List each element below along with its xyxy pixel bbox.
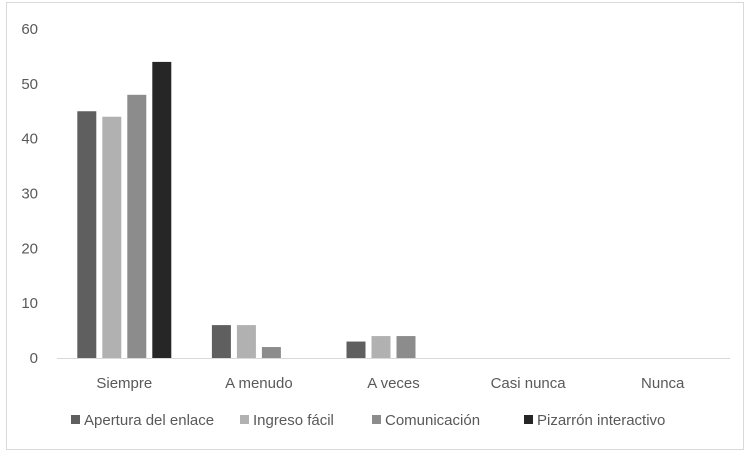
bar-2-2 bbox=[237, 325, 256, 358]
legend-swatch bbox=[372, 415, 381, 424]
legend: Apertura del enlace Ingreso fácil Comunica… bbox=[71, 412, 665, 429]
y-tick-label: 40 bbox=[21, 131, 38, 148]
legend-swatch bbox=[524, 415, 533, 424]
y-tick-label: 10 bbox=[21, 295, 38, 312]
legend-label: Pizarrón interactivo bbox=[537, 412, 665, 429]
y-tick-label: 50 bbox=[21, 76, 38, 93]
legend-item: Pizarrón interactivo bbox=[524, 412, 665, 429]
x-tick-label: Nunca bbox=[641, 375, 685, 392]
bars bbox=[77, 62, 415, 358]
y-tick-label: 30 bbox=[21, 186, 38, 203]
x-axis-labels: Siempre A menudo A veces Casi nunca Nunca bbox=[96, 375, 685, 392]
bar-2-3 bbox=[372, 336, 391, 358]
legend-swatch bbox=[240, 415, 249, 424]
x-tick-label: A veces bbox=[367, 375, 420, 392]
legend-swatch bbox=[71, 415, 80, 424]
bar-4-1 bbox=[152, 62, 171, 358]
x-tick-label: Siempre bbox=[96, 375, 152, 392]
bar-1-3 bbox=[347, 342, 366, 358]
bar-1-1 bbox=[77, 111, 96, 358]
legend-item: Apertura del enlace bbox=[71, 412, 214, 429]
legend-item: Comunicación bbox=[372, 412, 480, 429]
bar-3-1 bbox=[127, 95, 146, 358]
legend-label: Apertura del enlace bbox=[84, 412, 214, 429]
x-tick-label: Casi nunca bbox=[491, 375, 567, 392]
legend-item: Ingreso fácil bbox=[240, 412, 334, 429]
bar-1-2 bbox=[212, 325, 231, 358]
y-tick-label: 60 bbox=[21, 21, 38, 38]
bar-2-1 bbox=[102, 117, 121, 358]
y-axis-labels: 0 10 20 30 40 50 60 bbox=[21, 21, 38, 367]
legend-label: Ingreso fácil bbox=[253, 412, 334, 429]
y-tick-label: 20 bbox=[21, 240, 38, 257]
x-tick-label: A menudo bbox=[225, 375, 293, 392]
y-tick-label: 0 bbox=[30, 350, 38, 367]
bar-3-3 bbox=[397, 336, 416, 358]
bar-3-2 bbox=[262, 347, 281, 358]
legend-label: Comunicación bbox=[385, 412, 480, 429]
